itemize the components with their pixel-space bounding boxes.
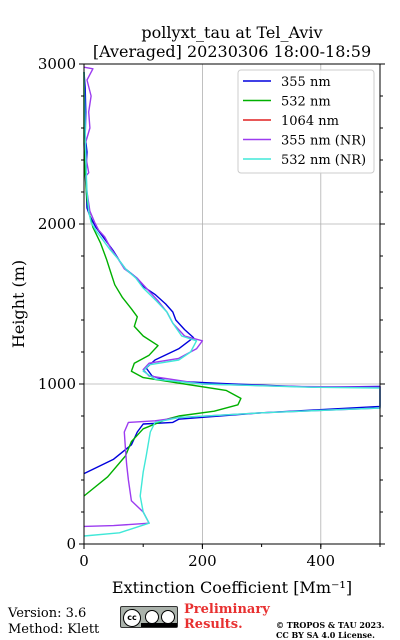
series-layer — [83, 66, 381, 537]
preliminary-notice: Preliminary Results. — [184, 602, 270, 632]
legend: 355 nm 532 nm 1064 nm 355 nm (NR) 532 nm (NR… — [237, 69, 375, 174]
badge-strip — [141, 623, 177, 627]
chart-title-line1: pollyxt_tau at Tel_Aviv — [141, 23, 322, 42]
legend-box — [237, 69, 375, 174]
copyright-line2: CC BY SA 4.0 License. — [276, 630, 375, 640]
x-axis-label: Extinction Coefficient [Mm⁻¹] — [112, 578, 352, 597]
legend-label: 355 nm (NR) — [281, 134, 366, 149]
by-icon — [145, 610, 159, 624]
x-tick-label: 200 — [188, 552, 217, 570]
y-tick-label: 2000 — [38, 215, 76, 233]
copyright-line1: © TROPOS & TAU 2023. — [276, 620, 385, 630]
version-label: Version: 3.6 — [8, 606, 87, 621]
plot-frame — [83, 63, 381, 545]
x-tick-label: 0 — [79, 552, 89, 570]
extinction-profile-chart: pollyxt_tau at Tel_Aviv [Averaged] 20230… — [9, 23, 385, 597]
y-tick-label: 1000 — [38, 375, 76, 393]
preliminary-line1: Preliminary — [184, 602, 270, 617]
cc-icon: cc — [123, 609, 141, 627]
copyright-notice: © TROPOS & TAU 2023. CC BY SA 4.0 Licens… — [276, 620, 384, 640]
legend-label: 532 nm — [281, 95, 331, 110]
cc-license-badge: cc — [120, 606, 178, 628]
sa-icon — [161, 610, 175, 624]
legend-label: 355 nm — [281, 75, 331, 90]
series-line — [83, 72, 242, 497]
series-line — [83, 66, 381, 528]
y-tick-label: 3000 — [38, 55, 76, 73]
axis-ticks: 0 200 400 0 1000 2000 3000 — [38, 55, 385, 570]
preliminary-line2: Results. — [184, 617, 243, 632]
chart-title-line2: [Averaged] 20230306 18:00-18:59 — [93, 42, 371, 61]
y-axis-label: Height (m) — [9, 260, 28, 348]
series-line — [83, 71, 381, 537]
y-tick-label: 0 — [66, 535, 76, 553]
legend-label: 532 nm (NR) — [281, 153, 366, 168]
x-tick-label: 400 — [306, 552, 335, 570]
legend-label: 1064 nm — [281, 114, 339, 129]
method-label: Method: Klett — [8, 622, 100, 637]
